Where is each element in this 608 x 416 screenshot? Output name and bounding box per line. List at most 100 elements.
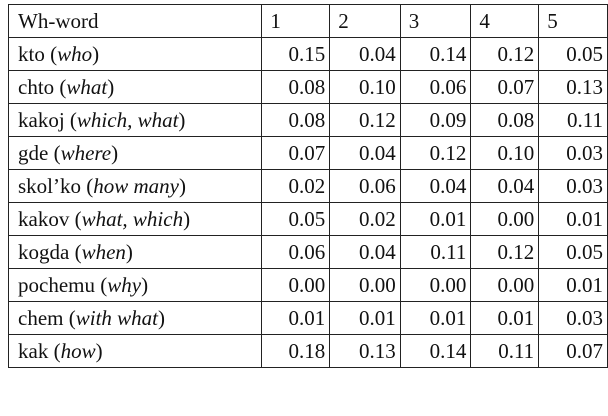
header-cell: 5 xyxy=(538,4,608,38)
header-row: Wh-word 1 2 3 4 5 xyxy=(7,4,608,38)
value-cell: 0.08 xyxy=(261,70,331,104)
value-cell: 0.03 xyxy=(538,169,608,203)
value-cell: 0.01 xyxy=(261,301,331,335)
value-cell: 0.18 xyxy=(261,334,331,368)
value-cell: 0.10 xyxy=(470,136,540,170)
wh-word-cell: kakov (what, which) xyxy=(7,202,263,236)
wh-word: chem ( xyxy=(18,305,76,330)
value-cell: 0.12 xyxy=(470,235,540,269)
value-cell: 0.04 xyxy=(329,235,401,269)
value-cell: 0.12 xyxy=(399,136,472,170)
value-cell: 0.01 xyxy=(329,301,401,335)
value-cell: 0.04 xyxy=(470,169,540,203)
value-cell: 0.00 xyxy=(470,268,540,302)
wh-word: pochemu ( xyxy=(18,272,108,297)
value-cell: 0.14 xyxy=(399,37,472,71)
gloss-close: ) xyxy=(107,74,115,99)
table-row: skol’ko (how many) 0.02 0.06 0.04 0.04 0.03 xyxy=(7,169,608,203)
value-cell: 0.01 xyxy=(538,268,608,302)
wh-word: kak ( xyxy=(18,338,61,363)
value-cell: 0.00 xyxy=(399,268,472,302)
wh-word: kto ( xyxy=(18,41,58,66)
value-cell: 0.08 xyxy=(470,103,540,137)
table-row: chto (what) 0.08 0.10 0.06 0.07 0.13 xyxy=(7,70,608,104)
table-row: gde (where) 0.07 0.04 0.12 0.10 0.03 xyxy=(7,136,608,170)
gloss: what, which xyxy=(81,206,184,231)
value-cell: 0.11 xyxy=(399,235,472,269)
header-cell: 2 xyxy=(329,4,401,38)
gloss-close: ) xyxy=(141,272,149,297)
value-cell: 0.12 xyxy=(329,103,401,137)
table-body: Wh-word 1 2 3 4 5 kto (who) 0.15 0.04 0.14 0.12 0.0… xyxy=(7,4,608,368)
value-cell: 0.01 xyxy=(399,301,472,335)
wh-word: kogda ( xyxy=(18,239,82,264)
value-cell: 0.01 xyxy=(399,202,472,236)
value-cell: 0.13 xyxy=(329,334,401,368)
wh-word: kakov ( xyxy=(18,206,82,231)
value-cell: 0.07 xyxy=(261,136,331,170)
wh-word: gde ( xyxy=(18,140,61,165)
gloss-close: ) xyxy=(179,173,186,198)
value-cell: 0.15 xyxy=(261,37,331,71)
gloss: where xyxy=(60,140,112,165)
gloss: why xyxy=(107,272,142,297)
wh-word-cell: kakoj (which, what) xyxy=(7,103,263,137)
value-cell: 0.04 xyxy=(399,169,472,203)
wh-word-cell: kak (how) xyxy=(7,334,263,368)
gloss-close: ) xyxy=(111,140,119,165)
gloss: what xyxy=(66,74,108,99)
gloss-close: ) xyxy=(125,239,133,264)
table-row: kakov (what, which) 0.05 0.02 0.01 0.00 0.01 xyxy=(7,202,608,236)
table-row: kogda (when) 0.06 0.04 0.11 0.12 0.05 xyxy=(7,235,608,269)
value-cell: 0.00 xyxy=(470,202,540,236)
value-cell: 0.04 xyxy=(329,37,401,71)
value-cell: 0.05 xyxy=(538,37,608,71)
table-row: kak (how) 0.18 0.13 0.14 0.11 0.07 xyxy=(7,334,608,368)
gloss: with what xyxy=(75,305,159,330)
wh-word: kakoj ( xyxy=(18,107,77,132)
gloss-close: ) xyxy=(158,305,166,330)
value-cell: 0.06 xyxy=(399,70,472,104)
header-cell: 3 xyxy=(399,4,472,38)
wh-word-cell: kto (who) xyxy=(7,37,263,71)
value-cell: 0.00 xyxy=(261,268,331,302)
value-cell: 0.00 xyxy=(329,268,401,302)
value-cell: 0.05 xyxy=(538,235,608,269)
wh-word-cell: chem (with what) xyxy=(7,301,263,335)
gloss-close: ) xyxy=(183,206,191,231)
wh-word-cell: chto (what) xyxy=(7,70,263,104)
value-cell: 0.07 xyxy=(538,334,608,368)
gloss-close: ) xyxy=(178,107,186,132)
value-cell: 0.06 xyxy=(329,169,401,203)
value-cell: 0.12 xyxy=(470,37,540,71)
gloss: which, what xyxy=(76,107,179,132)
value-cell: 0.06 xyxy=(261,235,331,269)
header-cell: 1 xyxy=(261,4,331,38)
wh-word: chto ( xyxy=(18,74,67,99)
wh-word-cell: pochemu (why) xyxy=(7,268,263,302)
value-cell: 0.08 xyxy=(261,103,331,137)
wh-word-cell: gde (where) xyxy=(7,136,263,170)
gloss: how xyxy=(60,338,96,363)
table-row: kakoj (which, what) 0.08 0.12 0.09 0.08 0.11 xyxy=(7,103,608,137)
wh-word: skol’ko ( xyxy=(18,173,94,198)
value-cell: 0.11 xyxy=(538,103,608,137)
value-cell: 0.05 xyxy=(261,202,331,236)
table-row: kto (who) 0.15 0.04 0.14 0.12 0.05 xyxy=(7,37,608,71)
value-cell: 0.10 xyxy=(329,70,401,104)
value-cell: 0.14 xyxy=(399,334,472,368)
gloss-close: ) xyxy=(92,41,100,66)
value-cell: 0.09 xyxy=(399,103,472,137)
value-cell: 0.07 xyxy=(470,70,540,104)
value-cell: 0.02 xyxy=(261,169,331,203)
value-cell: 0.11 xyxy=(470,334,540,368)
value-cell: 0.01 xyxy=(470,301,540,335)
table-row: chem (with what) 0.01 0.01 0.01 0.01 0.03 xyxy=(7,301,608,335)
data-table: Wh-word 1 2 3 4 5 kto (who) 0.15 0.04 0.14 0.12 0.0… xyxy=(7,4,608,368)
wh-word-cell: skol’ko (how many) xyxy=(7,169,263,203)
value-cell: 0.02 xyxy=(329,202,401,236)
header-cell: 4 xyxy=(470,4,540,38)
wh-word-cell: kogda (when) xyxy=(7,235,263,269)
value-cell: 0.13 xyxy=(538,70,608,104)
value-cell: 0.03 xyxy=(538,301,608,335)
